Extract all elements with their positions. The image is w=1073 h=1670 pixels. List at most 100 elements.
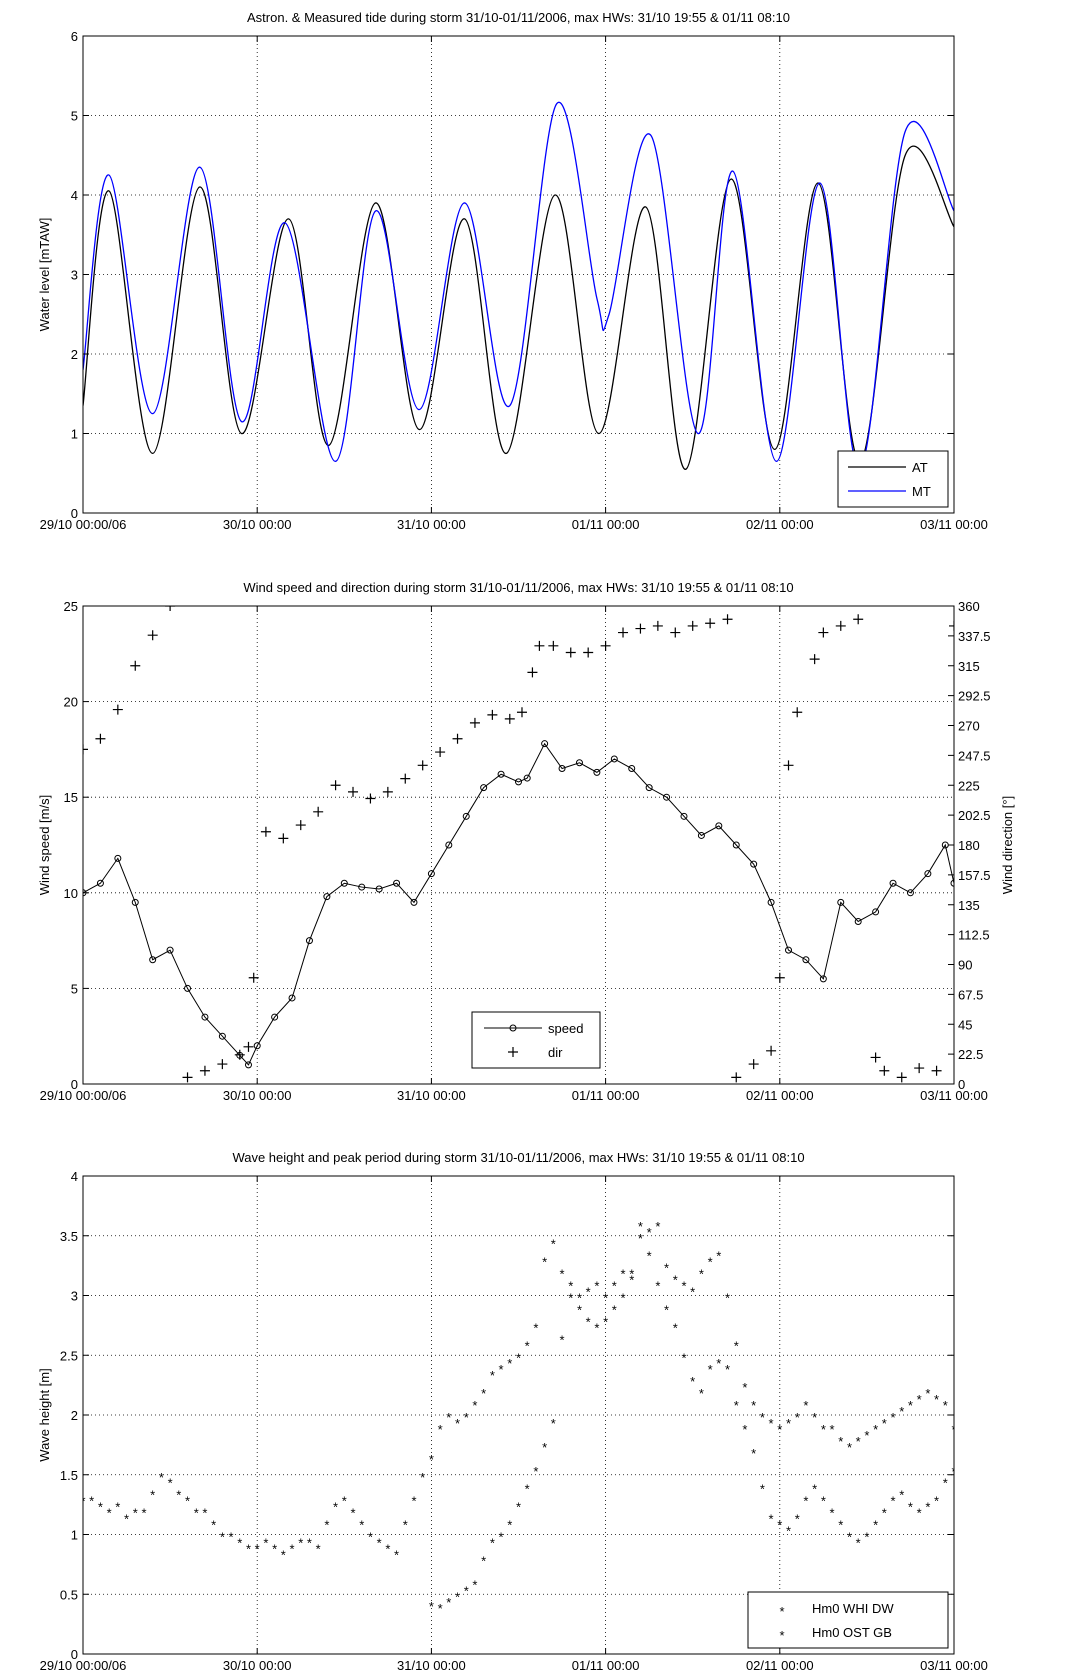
data-point [635,623,646,634]
data-point: * [551,1237,556,1252]
data-point: * [951,1464,956,1479]
data-point: * [917,1506,922,1521]
x-tick-label: 03/11 00:00 [920,517,988,532]
data-point [184,984,192,992]
data-point: * [681,1279,686,1294]
data-point: * [638,1231,643,1246]
data-point [680,812,688,820]
x-tick-label: 30/10 00:00 [223,1658,292,1670]
data-point: * [159,1470,164,1485]
data-point: * [429,1599,434,1614]
data-point: * [873,1422,878,1437]
data-point [348,786,359,797]
data-point: * [908,1398,913,1413]
data-point: * [455,1589,460,1604]
data-point: * [551,1416,556,1431]
y-tick-label: 10 [64,886,78,901]
data-point [295,820,306,831]
data-point [435,747,446,758]
data-point [504,713,515,724]
x-axis: 29/10 00:00/06 30/10 00:00 31/10 00:00 01/1… [40,36,988,532]
data-point: * [472,1577,477,1592]
data-point [400,773,411,784]
x-axis: 29/10 00:00/06 30/10 00:00 31/10 00:00 01/1… [40,606,988,1103]
data-point [731,1072,742,1083]
data-point: * [141,1506,146,1521]
data-point [870,1052,881,1063]
y2-tick-label: 112.5 [958,928,990,943]
data-point [600,640,611,651]
data-point: * [298,1535,303,1550]
data-point: * [690,1374,695,1389]
data-point: * [525,1338,530,1353]
data-point: * [795,1512,800,1527]
legend-item: * Hm0 OST GB [779,1625,891,1643]
y-tick-label: 1 [71,1528,78,1543]
data-point: * [803,1398,808,1413]
data-point [670,627,681,638]
data-point [802,956,810,964]
data-point: * [568,1279,573,1294]
x-tick-label: 31/10 00:00 [397,517,466,532]
data-point [358,883,366,891]
data-point [548,640,559,651]
data-point [393,879,401,887]
data-point: * [673,1273,678,1288]
legend: * Hm0 WHI DW * Hm0 OST GB [747,1591,949,1649]
data-point [149,956,157,964]
data-point [201,1013,209,1021]
data-point [750,860,758,868]
data-point [872,908,880,916]
data-point: * [673,1320,678,1335]
data-point: * [194,1506,199,1521]
data-point: * [560,1267,565,1282]
data-point: * [655,1219,660,1234]
y-axis-label: Wind speed [m/s] [37,795,52,895]
data-point [248,972,259,983]
data-point: * [647,1225,652,1240]
x-axis: 29/10 00:00/06 30/10 00:00 31/10 00:00 01/1… [40,1176,988,1670]
x-tick-label: 29/10 00:00/06 [40,1088,127,1103]
data-point: * [760,1410,765,1425]
data-point: * [795,1410,800,1425]
data-point: * [290,1541,295,1556]
x-tick-label: 29/10 00:00/06 [40,517,127,532]
y2-tick-label: 337.5 [958,629,991,644]
data-point: * [786,1524,791,1539]
x-tick-label: 30/10 00:00 [223,517,292,532]
chart-2: Wind speed and direction during storm 31… [37,580,1015,1103]
data-point: * [255,1541,260,1556]
data-point: * [830,1506,835,1521]
data-point: * [429,1452,434,1467]
data-point [879,1065,890,1076]
data-point: * [168,1476,173,1491]
chart-1: Astron. & Measured tide during storm 31/… [37,10,988,532]
data-point: * [577,1291,582,1306]
data-point [527,667,538,678]
chart-title: Wind speed and direction during storm 31… [243,580,793,595]
data-point: * [516,1500,521,1515]
y-axis-label: Water level [mTAW] [37,218,52,332]
data-point [565,647,576,658]
legend-marker: * [779,1604,784,1619]
data-point [767,898,775,906]
data-point: * [934,1494,939,1509]
data-point: * [847,1530,852,1545]
y-tick-label: 1.5 [60,1468,78,1483]
data-point [924,870,932,878]
data-point: * [699,1267,704,1282]
data-point: * [629,1267,634,1282]
data-point: * [908,1500,913,1515]
y-tick-label: 3 [71,1289,78,1304]
data-point: * [838,1434,843,1449]
data-point: * [324,1518,329,1533]
data-point: * [917,1392,922,1407]
data-point [534,640,545,651]
data-point: * [568,1291,573,1306]
y2-tick-label: 45 [958,1017,972,1032]
data-point [244,1061,252,1069]
data-point: * [107,1506,112,1521]
y-tick-label: 0 [71,506,78,521]
plot-area [83,606,954,1083]
data-point: * [769,1512,774,1527]
